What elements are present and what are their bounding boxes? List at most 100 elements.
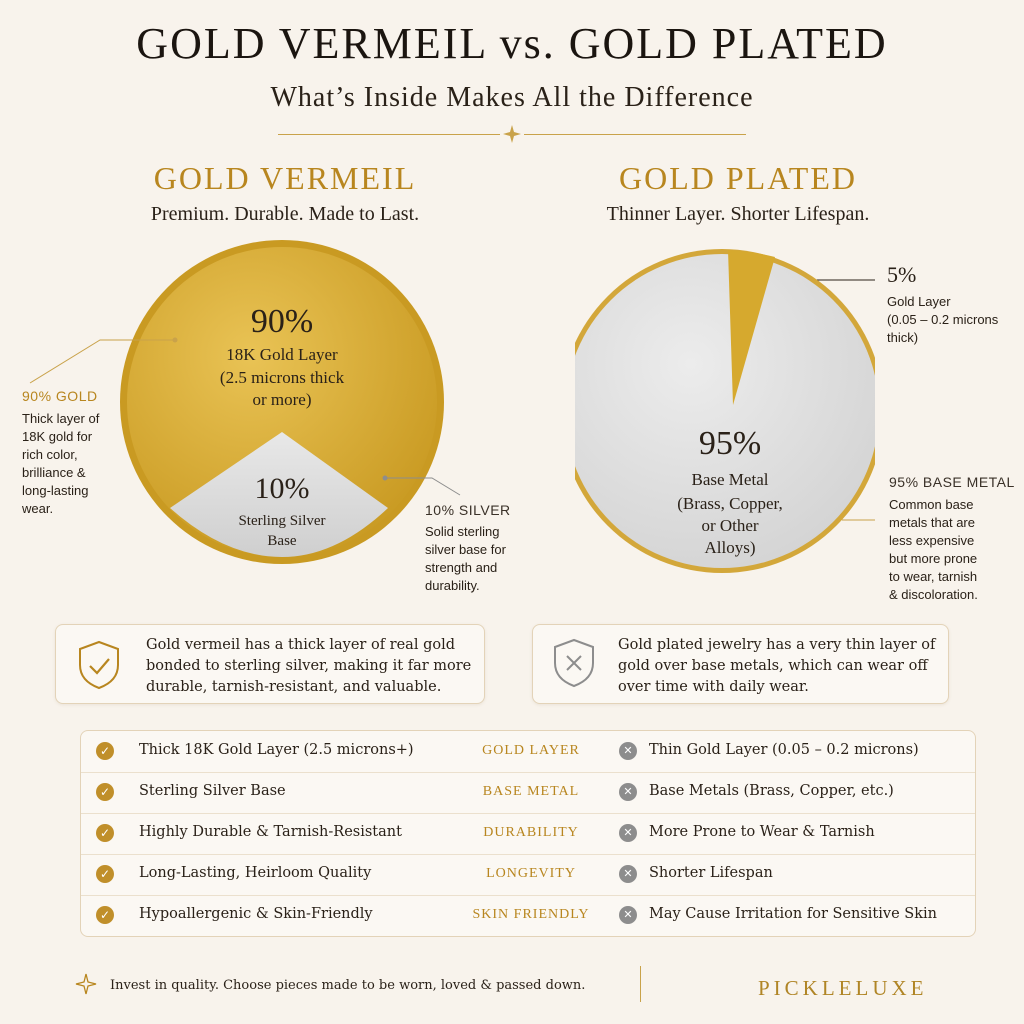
brand-logo: PICKLELUXE [758, 976, 928, 1000]
plated-title: GOLD PLATED [619, 160, 857, 196]
header-divider-left [278, 134, 500, 135]
x-icon: ✕ [619, 906, 637, 924]
plated-feature: Shorter Lifespan [649, 865, 773, 881]
vermeil-feature: Highly Durable & Tarnish-Resistant [139, 824, 402, 840]
gold-callout-line-5: long-lasting [22, 483, 89, 498]
vermeil-silver-pct: 10% [255, 472, 310, 505]
feature-category: SKIN FRIENDLY [472, 907, 590, 922]
gold-callout-line-2: 18K gold for [22, 429, 93, 444]
plated-base-callout-line-5: to wear, tarnish [889, 569, 978, 584]
plated-gold-slice [728, 250, 775, 405]
plated-info-box: Gold plated jewelry has a very thin laye… [532, 624, 949, 704]
feature-category: BASE METAL [482, 784, 580, 799]
silver-callout-line-2: silver base for [425, 542, 506, 557]
vermeil-feature: Sterling Silver Base [139, 783, 286, 799]
table-row: ✓ Highly Durable & Tarnish-Resistant DUR… [81, 813, 975, 855]
header-divider-right [524, 134, 746, 135]
gold-callout-line-3: rich color, [22, 447, 78, 462]
table-row: ✓ Long-Lasting, Heirloom Quality LONGEVI… [81, 854, 975, 896]
check-icon: ✓ [96, 906, 114, 924]
silver-callout-line-3: strength and [425, 560, 498, 575]
vermeil-info-line-2: bonded to sterling silver, making it far… [146, 658, 472, 674]
footer-tagline: Invest in quality. Choose pieces made to… [110, 978, 586, 993]
x-icon: ✕ [619, 783, 637, 801]
x-icon: ✕ [619, 742, 637, 760]
x-icon: ✕ [619, 865, 637, 883]
vermeil-silver-slice [170, 432, 388, 557]
vermeil-info-text: Gold vermeil has a thick layer of real g… [146, 635, 476, 698]
vermeil-feature: Hypoallergenic & Skin-Friendly [139, 906, 373, 922]
plated-base-callout-line-6: & discoloration. [889, 587, 978, 602]
sparkle-icon [502, 124, 522, 144]
page-title: GOLD VERMEIL vs. GOLD PLATED [136, 19, 888, 68]
vermeil-feature: Thick 18K Gold Layer (2.5 microns+) [139, 742, 414, 758]
check-icon: ✓ [96, 824, 114, 842]
vermeil-pie-chart: 90% 18K Gold Layer (2.5 microns thick or… [120, 240, 444, 564]
plated-base-callout-body: Common base metals that are less expensi… [889, 496, 1019, 604]
plated-pie-chart: 95% Base Metal (Brass, Copper, or Other … [575, 249, 875, 573]
silver-callout-line-4: durability. [425, 578, 480, 593]
gold-callout-body: Thick layer of 18K gold for rich color, … [22, 410, 132, 518]
comparison-table: ✓ Thick 18K Gold Layer (2.5 microns+) GO… [80, 730, 976, 937]
plated-feature: Base Metals (Brass, Copper, etc.) [649, 783, 894, 799]
plated-base-callout-line-3: less expensive [889, 533, 975, 548]
plated-base-pct: 95% [699, 425, 761, 462]
vermeil-feature: Long-Lasting, Heirloom Quality [139, 865, 372, 881]
plated-base-detail-3: Alloys) [705, 538, 756, 557]
plated-info-line-2: gold over base metals, which can wear of… [618, 658, 928, 674]
gold-callout-title: 90% GOLD [22, 388, 98, 404]
vermeil-tagline: Premium. Durable. Made to Last. [150, 203, 420, 225]
plated-info-text: Gold plated jewelry has a very thin laye… [618, 635, 943, 698]
footer-divider [640, 966, 641, 1002]
vermeil-gold-pct: 90% [251, 303, 313, 340]
gold-callout-line-6: wear. [22, 501, 54, 516]
vermeil-info-line-3: durable, tarnish-resistant, and valuable… [146, 679, 442, 695]
plated-base-detail-2: or Other [701, 516, 758, 535]
footer-sparkle-icon [74, 972, 98, 996]
feature-category: DURABILITY [483, 825, 579, 840]
vermeil-gold-slice [127, 247, 437, 557]
plated-info-line-1: Gold plated jewelry has a very thin laye… [618, 637, 936, 653]
x-icon: ✕ [619, 824, 637, 842]
feature-category: GOLD LAYER [482, 743, 580, 758]
plated-info-line-3: over time with daily wear. [618, 679, 809, 695]
table-row: ✓ Thick 18K Gold Layer (2.5 microns+) GO… [81, 731, 975, 773]
plated-gold-callout-body: Gold Layer (0.05 – 0.2 microns thick) [887, 293, 1017, 347]
plated-base-detail-1: (Brass, Copper, [677, 494, 783, 513]
silver-callout-line-1: Solid sterling [425, 524, 500, 539]
plated-gold-callout-line-1: Gold Layer [887, 294, 951, 309]
shield-x-icon [551, 637, 597, 693]
vermeil-info-box: Gold vermeil has a thick layer of real g… [55, 624, 485, 704]
check-icon: ✓ [96, 783, 114, 801]
page-subtitle: What’s Inside Makes All the Difference [270, 82, 754, 113]
vermeil-gold-detail: (2.5 microns thick [220, 368, 345, 387]
gold-callout-line-4: brilliance & [22, 465, 86, 480]
plated-base-callout-line-2: metals that are [889, 515, 975, 530]
vermeil-gold-label: 18K Gold Layer [226, 345, 338, 364]
vermeil-info-line-1: Gold vermeil has a thick layer of real g… [146, 637, 456, 653]
plated-base-slice [575, 254, 875, 568]
vermeil-title: GOLD VERMEIL [153, 160, 417, 196]
shield-check-icon [76, 639, 122, 695]
vermeil-silver-label-2: Base [267, 533, 297, 549]
table-row: ✓ Hypoallergenic & Skin-Friendly SKIN FR… [81, 895, 975, 936]
plated-gold-callout-pct: 5% [887, 262, 917, 287]
plated-gold-callout-line-3: thick) [887, 330, 919, 345]
silver-callout-title: 10% SILVER [425, 502, 511, 518]
plated-base-callout-title: 95% BASE METAL [889, 474, 1015, 490]
table-row: ✓ Sterling Silver Base BASE METAL ✕ Base… [81, 772, 975, 814]
check-icon: ✓ [96, 742, 114, 760]
plated-base-callout-line-4: but more prone [889, 551, 978, 566]
plated-base-callout-line-1: Common base [889, 497, 974, 512]
plated-feature: More Prone to Wear & Tarnish [649, 824, 875, 840]
feature-category: LONGEVITY [486, 866, 576, 881]
vermeil-gold-detail-2: or more) [252, 390, 311, 409]
plated-feature: Thin Gold Layer (0.05 – 0.2 microns) [649, 742, 919, 758]
plated-base-label: Base Metal [692, 470, 769, 489]
plated-gold-callout-line-2: (0.05 – 0.2 microns [887, 312, 999, 327]
gold-callout-line-1: Thick layer of [22, 411, 100, 426]
plated-feature: May Cause Irritation for Sensitive Skin [649, 906, 937, 922]
plated-tagline: Thinner Layer. Shorter Lifespan. [606, 203, 870, 225]
vermeil-silver-label: Sterling Silver [238, 513, 325, 529]
silver-callout-body: Solid sterling silver base for strength … [425, 523, 535, 595]
